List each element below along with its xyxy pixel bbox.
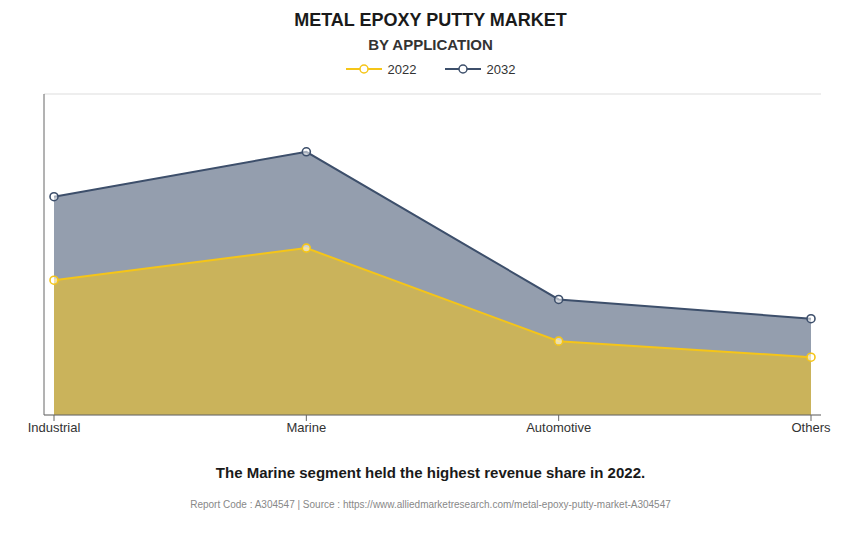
svg-text:Automotive: Automotive [526,420,591,435]
svg-text:Industrial: Industrial [28,420,81,435]
svg-text:Marine: Marine [286,420,326,435]
html-text:2022: 2022 [387,61,417,77]
html-text:METAL EPOXY PUTTY MARKET: METAL EPOXY PUTTY MARKET [294,10,567,30]
html-text:The Marine segment held the hi: The Marine segment held the highest reve… [215,464,646,481]
html-text:BY APPLICATION: BY APPLICATION [368,36,493,53]
svg-text:Others: Others [791,420,831,435]
html-text:2032: 2032 [486,61,516,77]
html-text:Report Code : A304547 | Source: Report Code : A304547 | Source : https:/… [190,499,671,510]
